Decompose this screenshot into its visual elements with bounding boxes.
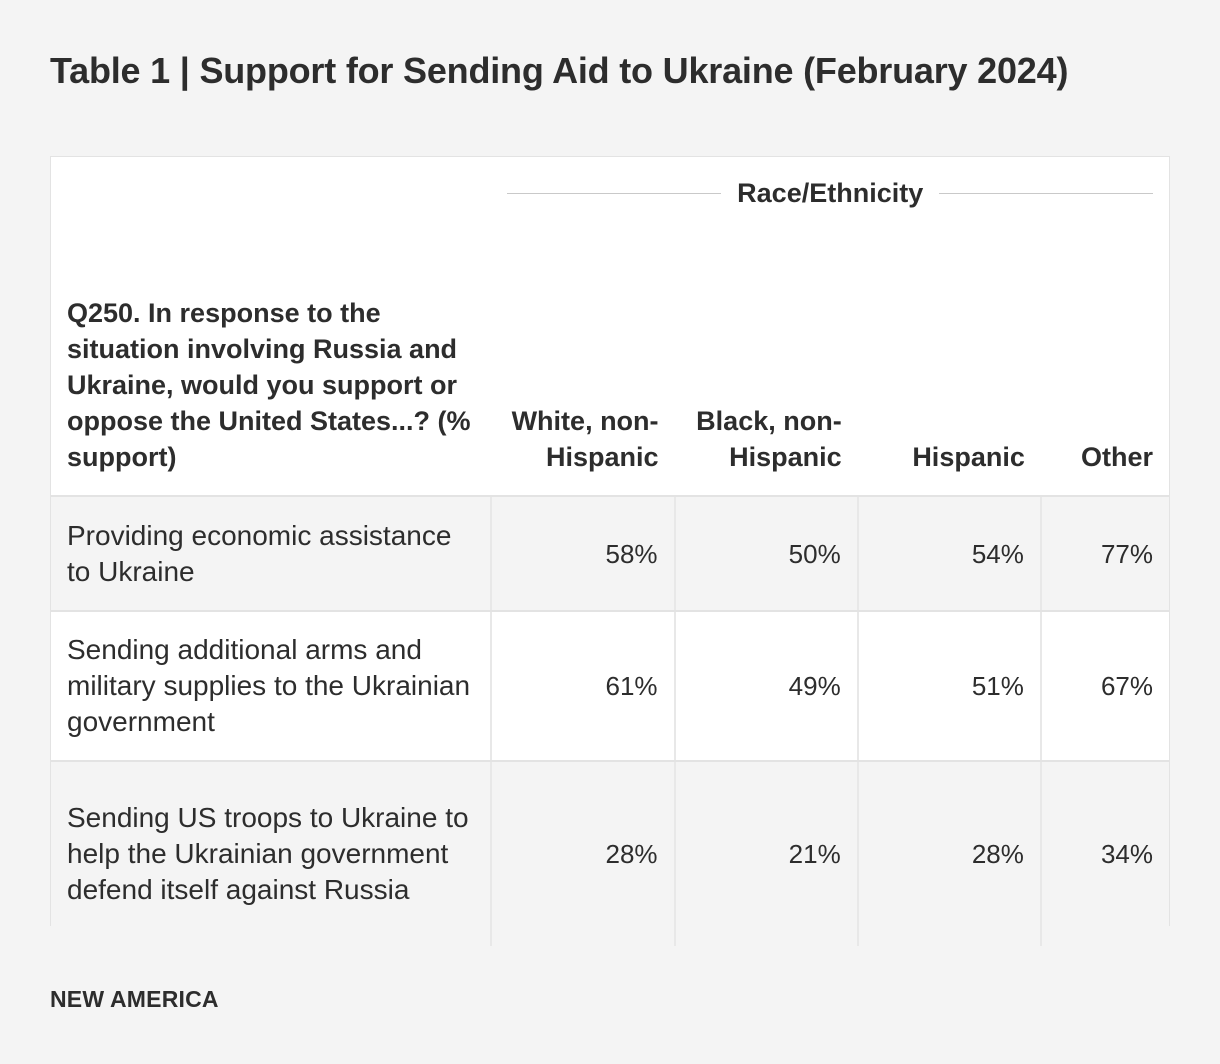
- column-header-white: White, non-Hispanic: [491, 229, 675, 497]
- page-title: Table 1 | Support for Sending Aid to Ukr…: [50, 50, 1069, 91]
- group-header-spacer: [51, 157, 491, 229]
- source-logo-text: NEW AMERICA: [50, 986, 219, 1012]
- cell-value: 21%: [673, 761, 858, 946]
- cell-value: 54%: [856, 496, 1041, 612]
- column-header-other: Other: [1040, 229, 1169, 497]
- cell-value: 28%: [856, 761, 1041, 946]
- cell-value: 58%: [490, 496, 675, 612]
- cell-value: 77%: [1039, 496, 1169, 612]
- column-header-hispanic: Hispanic: [857, 229, 1041, 497]
- table-row: Sending US troops to Ukraine to help the…: [51, 761, 1169, 946]
- question-header: Q250. In response to the situation invol…: [51, 229, 492, 497]
- cell-value: 49%: [673, 611, 858, 762]
- group-header-cell: Race/Ethnicity: [491, 157, 1169, 229]
- row-label: Providing economic assistance to Ukraine: [51, 496, 492, 612]
- row-label: Sending US troops to Ukraine to help the…: [51, 761, 492, 946]
- data-table: Race/Ethnicity Q250. In response to the …: [51, 157, 1169, 946]
- table-row: Providing economic assistance to Ukraine…: [51, 496, 1169, 612]
- group-header-left-rule: [507, 192, 722, 194]
- column-header-row: Q250. In response to the situation invol…: [51, 229, 1169, 497]
- cell-value: 67%: [1039, 611, 1169, 762]
- cell-value: 34%: [1039, 761, 1169, 946]
- cell-value: 50%: [673, 496, 858, 612]
- column-header-black: Black, non-Hispanic: [674, 229, 858, 497]
- group-header-label: Race/Ethnicity: [737, 177, 924, 208]
- cell-value: 51%: [856, 611, 1041, 762]
- table-row: Sending additional arms and military sup…: [51, 611, 1169, 762]
- data-table-container: Race/Ethnicity Q250. In response to the …: [50, 156, 1170, 946]
- cell-value: 61%: [490, 611, 675, 762]
- group-header-row: Race/Ethnicity: [51, 157, 1169, 229]
- group-header-right-rule: [939, 192, 1154, 194]
- row-label: Sending additional arms and military sup…: [51, 611, 492, 762]
- cell-value: 28%: [490, 761, 675, 946]
